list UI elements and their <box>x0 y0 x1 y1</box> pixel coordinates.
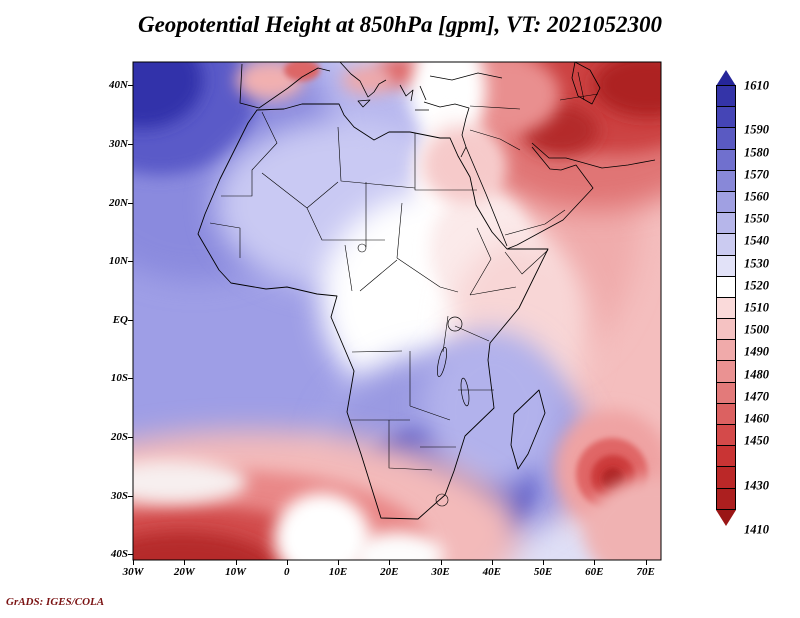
colorbar-segment <box>716 339 736 362</box>
grads-stamp: GrADS: IGES/COLA <box>6 596 105 608</box>
x-tick-label-20E: 20E <box>380 566 399 578</box>
y-tick-mark <box>128 319 133 321</box>
plot-frame <box>132 61 662 561</box>
x-tick-mark <box>491 560 493 565</box>
colorbar-segment <box>716 212 736 235</box>
colorbar-label-1530: 1530 <box>744 256 769 271</box>
colorbar-segment <box>716 148 736 171</box>
colorbar-segment <box>716 424 736 447</box>
colorbar-segment <box>716 381 736 404</box>
colorbar-segment <box>716 402 736 425</box>
africa-coastline <box>197 103 549 520</box>
lake-chad <box>357 243 367 253</box>
colorbar-segment <box>716 106 736 129</box>
europe-coastlines <box>239 62 503 111</box>
x-tick-label-40E: 40E <box>482 566 501 578</box>
x-tick-label-10E: 10E <box>328 566 348 578</box>
y-tick-label-20S: 20S <box>110 430 128 443</box>
chart-title: Geopotential Height at 850hPa [gpm], VT:… <box>137 12 663 37</box>
y-tick-mark <box>128 144 133 146</box>
x-tick-mark <box>133 560 134 565</box>
contour-field <box>133 62 661 560</box>
colorbar-label-1610: 1610 <box>744 78 769 93</box>
y-tick-label-30S: 30S <box>110 489 128 502</box>
x-tick-label-30W: 30W <box>122 566 144 578</box>
lesotho-border <box>435 493 449 507</box>
y-tick-label-30N: 30N <box>109 138 128 151</box>
y-tick-mark <box>128 495 133 497</box>
madagascar-coastline <box>510 389 546 470</box>
x-tick-mark <box>440 560 442 565</box>
x-tick-label-60E: 60E <box>585 566 604 578</box>
colorbar-label-1430: 1430 <box>744 478 769 493</box>
country-borders <box>209 71 599 471</box>
colorbar-segment <box>716 85 736 108</box>
colorbar-label-1500: 1500 <box>744 322 769 337</box>
colorbar-label-1570: 1570 <box>744 167 769 182</box>
map-outlines <box>197 62 656 520</box>
colorbar-cap-bottom <box>716 509 736 526</box>
lake-malawi <box>460 377 470 407</box>
colorbar-segment <box>716 296 736 320</box>
colorbar-label-1470: 1470 <box>744 389 769 404</box>
colorbar-label-1460: 1460 <box>744 411 769 426</box>
x-tick-label-10W: 10W <box>225 566 246 578</box>
colorbar-cap-top <box>716 70 736 86</box>
x-tick-label-70E: 70E <box>636 566 655 578</box>
colorbar-label-1540: 1540 <box>744 233 769 248</box>
y-tick-mark <box>128 554 133 556</box>
asia-coastlines <box>423 62 656 250</box>
y-tick-mark <box>128 85 133 87</box>
colorbar-segment <box>716 445 736 468</box>
x-tick-mark <box>543 560 545 565</box>
x-tick-mark <box>338 560 340 565</box>
colorbar-segment <box>716 190 736 214</box>
colorbar-label-1410: 1410 <box>744 522 769 537</box>
colorbar-label-1550: 1550 <box>744 211 769 226</box>
y-tick-mark <box>128 378 133 380</box>
colorbar-segment <box>716 275 736 298</box>
colorbar-label-1480: 1480 <box>744 367 769 382</box>
colorbar-label-1450: 1450 <box>744 433 769 448</box>
colorbar-label-1520: 1520 <box>744 278 769 293</box>
lake-tanganyika <box>437 346 447 378</box>
colorbar-segment <box>716 360 736 383</box>
y-tick-mark <box>128 436 133 438</box>
x-tick-mark <box>389 560 391 565</box>
colorbar-label-1490: 1490 <box>744 344 769 359</box>
colorbar-label-1560: 1560 <box>744 189 769 204</box>
x-tick-mark <box>286 560 288 565</box>
x-tick-mark <box>235 560 237 565</box>
x-tick-label-0: 0 <box>284 566 290 578</box>
x-tick-label-20W: 20W <box>173 566 195 578</box>
y-tick-mark <box>128 261 133 263</box>
colorbar-segment <box>716 487 736 510</box>
colorbar <box>716 70 736 526</box>
x-tick-mark <box>645 560 647 565</box>
y-tick-label-10S: 10S <box>110 372 128 385</box>
x-tick-mark <box>184 560 186 565</box>
y-tick-label-40S: 40S <box>110 548 128 561</box>
colorbar-label-1580: 1580 <box>744 145 769 160</box>
colorbar-segment <box>716 318 736 341</box>
y-tick-label-EQ: EQ <box>112 313 128 326</box>
x-tick-label-50E: 50E <box>533 566 553 578</box>
y-tick-label-20N: 20N <box>109 196 128 209</box>
x-tick-label-30E: 30E <box>431 566 450 578</box>
colorbar-segment <box>716 466 736 489</box>
lake-victoria <box>447 316 463 332</box>
y-tick-label-10N: 10N <box>109 255 128 268</box>
colorbar-segment <box>716 169 736 192</box>
x-tick-mark <box>594 560 596 565</box>
colorbar-segment <box>716 233 736 256</box>
y-tick-label-40N: 40N <box>109 79 128 92</box>
y-tick-mark <box>128 202 133 204</box>
colorbar-segment <box>716 254 736 277</box>
colorbar-label-1590: 1590 <box>744 122 769 137</box>
colorbar-segment <box>716 127 736 150</box>
colorbar-label-1510: 1510 <box>744 300 769 315</box>
